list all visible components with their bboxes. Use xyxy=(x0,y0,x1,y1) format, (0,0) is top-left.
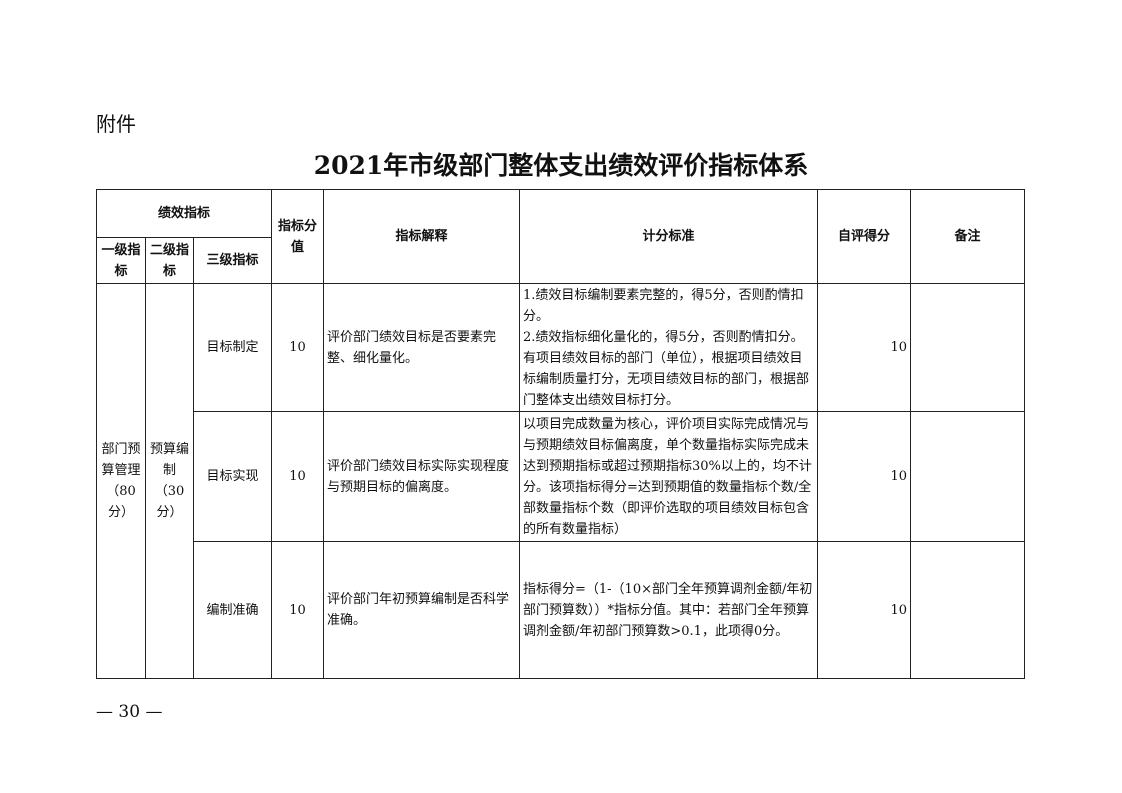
indicator-table: 绩效指标 指标分值 指标解释 计分标准 自评得分 备注 一级指标 二级指标 三级… xyxy=(96,189,1025,679)
criteria-cell: 以项目完成数量为核心，评价项目实际完成情况与与预期绩效目标偏离度，单个数量指标实… xyxy=(519,411,818,542)
level2-cell: 预算编制（30分） xyxy=(145,283,194,679)
value-cell: 10 xyxy=(271,541,324,679)
self-score-cell: 10 xyxy=(817,541,911,679)
header-remarks: 备注 xyxy=(910,189,1025,284)
header-level2: 二级指标 xyxy=(145,237,194,284)
remarks-cell xyxy=(910,411,1025,542)
page-number: — 30 — xyxy=(96,702,163,722)
header-criteria: 计分标准 xyxy=(519,189,818,284)
header-explanation: 指标解释 xyxy=(323,189,520,284)
attachment-label: 附件 xyxy=(96,112,136,136)
explanation-cell: 评价部门年初预算编制是否科学准确。 xyxy=(323,541,520,679)
table-row: 部门预算管理（80分） 预算编制（30分） 目标制定 10 评价部门绩效目标是否… xyxy=(96,283,1025,679)
header-performance: 绩效指标 xyxy=(96,189,272,238)
self-score-cell: 10 xyxy=(817,283,911,412)
header-level3: 三级指标 xyxy=(193,237,272,284)
self-score-cell: 10 xyxy=(817,411,911,542)
value-cell: 10 xyxy=(271,411,324,542)
criteria-cell: 指标得分=（1-（10×部门全年预算调剂金额/年初部门预算数））*指标分值。其中… xyxy=(519,541,818,679)
explanation-cell: 评价部门绩效目标实际实现程度与预期目标的偏离度。 xyxy=(323,411,520,542)
explanation-cell: 评价部门绩效目标是否要素完整、细化量化。 xyxy=(323,283,520,412)
level3-cell: 目标制定 xyxy=(193,283,272,412)
table-row: 目标实现 10 评价部门绩效目标实际实现程度与预期目标的偏离度。 以项目完成数量… xyxy=(97,411,1025,542)
level1-cell: 部门预算管理（80分） xyxy=(96,283,146,679)
page-title: 2021年市级部门整体支出绩效评价指标体系 xyxy=(313,151,809,180)
level3-cell: 目标实现 xyxy=(193,411,272,542)
criteria-cell: 1.绩效目标编制要素完整的，得5分，否则酌情扣分。 2.绩效指标细化量化的，得5… xyxy=(519,283,818,412)
remarks-cell xyxy=(910,283,1025,412)
table-row: 编制准确 10 评价部门年初预算编制是否科学准确。 指标得分=（1-（10×部门… xyxy=(97,541,1025,679)
header-self-score: 自评得分 xyxy=(817,189,911,284)
value-cell: 10 xyxy=(271,283,324,412)
remarks-cell xyxy=(910,541,1025,679)
level3-cell: 编制准确 xyxy=(193,541,272,679)
header-score-value: 指标分值 xyxy=(271,189,324,284)
header-level1: 一级指标 xyxy=(96,237,146,284)
